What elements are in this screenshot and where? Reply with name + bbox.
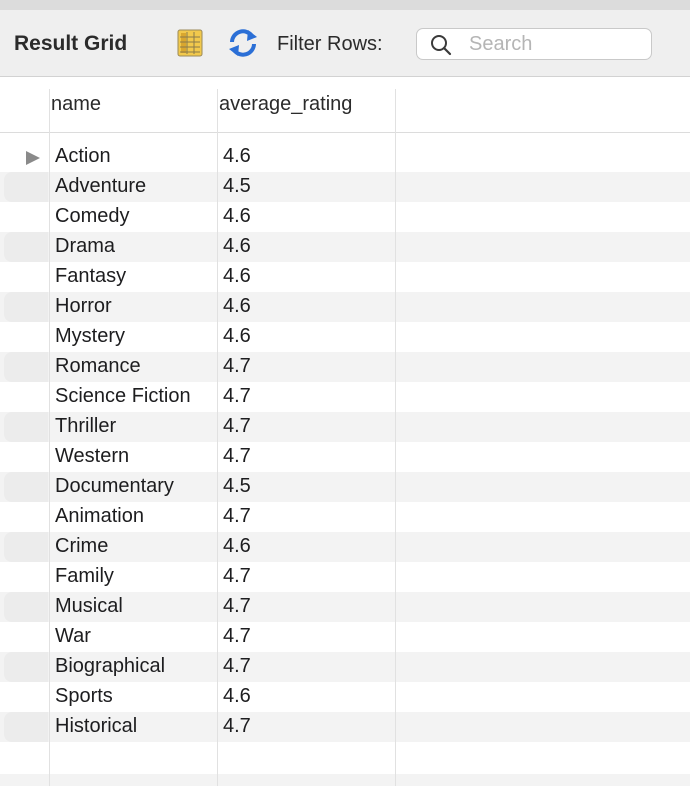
result-grid-title: Result Grid (14, 32, 128, 55)
table-row[interactable]: Fantasy 4.6 (0, 262, 690, 292)
cell-average-rating[interactable]: 4.6 (223, 265, 251, 287)
row-selector[interactable] (4, 532, 48, 562)
cell-name[interactable]: Documentary (55, 475, 174, 497)
search-input[interactable] (469, 32, 645, 56)
row-selector[interactable] (4, 262, 48, 292)
column-divider[interactable] (395, 89, 396, 786)
table-row[interactable]: Crime 4.6 (0, 532, 690, 562)
cell-name[interactable]: Western (55, 445, 130, 467)
column-divider[interactable] (49, 89, 50, 786)
table-row[interactable]: Action 4.6 (0, 142, 690, 172)
row-selector[interactable] (4, 382, 48, 412)
cell-name[interactable]: Adventure (55, 175, 147, 197)
cell-name[interactable]: Crime (55, 535, 109, 557)
window-top-edge (0, 0, 690, 10)
cell-name[interactable]: Drama (55, 235, 116, 257)
cell-average-rating[interactable]: 4.6 (223, 685, 251, 707)
table-row[interactable]: Historical 4.7 (0, 712, 690, 742)
cell-name[interactable]: Family (55, 565, 114, 587)
cell-name[interactable]: Mystery (55, 325, 125, 347)
cell-average-rating[interactable]: 4.6 (223, 295, 251, 317)
column-header-average-rating[interactable]: average_rating (219, 93, 353, 115)
row-selector[interactable] (4, 412, 48, 442)
result-grid: name average_rating Action 4.6 Adventure 4.… (0, 77, 690, 786)
row-selector[interactable] (4, 592, 48, 622)
cell-name[interactable]: Fantasy (55, 265, 127, 287)
table-row[interactable]: Western 4.7 (0, 442, 690, 472)
table-row[interactable]: Romance 4.7 (0, 352, 690, 382)
cell-average-rating[interactable]: 4.7 (223, 655, 251, 677)
result-grid-toolbar: Result Grid Filter Rows: (0, 10, 690, 77)
table-row[interactable]: Comedy 4.6 (0, 202, 690, 232)
cell-average-rating[interactable]: 4.5 (223, 175, 251, 197)
cell-name[interactable]: Sports (55, 685, 113, 707)
cell-average-rating[interactable]: 4.5 (223, 475, 251, 497)
row-selector[interactable] (4, 292, 48, 322)
table-row[interactable]: Musical 4.7 (0, 592, 690, 622)
table-row[interactable]: Science Fiction 4.7 (0, 382, 690, 412)
table-row[interactable]: Biographical 4.7 (0, 652, 690, 682)
cell-average-rating[interactable]: 4.6 (223, 235, 251, 257)
cell-name[interactable]: Action (55, 145, 111, 167)
row-selector[interactable] (4, 232, 48, 262)
cell-name[interactable]: Science Fiction (55, 385, 191, 407)
column-header-row: name average_rating (0, 77, 690, 133)
cell-name[interactable]: Biographical (55, 655, 166, 677)
row-selector[interactable] (4, 472, 48, 502)
table-row[interactable]: Thriller 4.7 (0, 412, 690, 442)
row-selector[interactable] (4, 562, 48, 592)
cell-average-rating[interactable]: 4.7 (223, 385, 251, 407)
row-selector[interactable] (4, 712, 48, 742)
cell-name[interactable]: War (55, 625, 91, 647)
row-selector[interactable] (4, 322, 48, 352)
cell-average-rating[interactable]: 4.7 (223, 595, 251, 617)
column-header-name[interactable]: name (51, 93, 102, 115)
grid-toggle-icon[interactable] (177, 29, 203, 57)
cell-name[interactable]: Romance (55, 355, 141, 377)
row-selector[interactable] (4, 352, 48, 382)
cell-average-rating[interactable]: 4.6 (223, 535, 251, 557)
row-selector[interactable] (4, 502, 48, 532)
row-selector[interactable] (4, 682, 48, 712)
cell-average-rating[interactable]: 4.7 (223, 715, 251, 737)
cell-average-rating[interactable]: 4.6 (223, 205, 251, 227)
cell-average-rating[interactable]: 4.7 (223, 445, 251, 467)
filter-rows-label: Filter Rows: (277, 33, 383, 55)
cell-name[interactable]: Thriller (55, 415, 117, 437)
row-selector[interactable] (4, 172, 48, 202)
table-row[interactable]: Horror 4.6 (0, 292, 690, 322)
search-box[interactable] (416, 28, 652, 60)
cell-average-rating[interactable]: 4.6 (223, 145, 251, 167)
table-row[interactable]: Animation 4.7 (0, 502, 690, 532)
current-row-marker-icon (26, 151, 40, 165)
cell-average-rating[interactable]: 4.7 (223, 565, 251, 587)
row-selector[interactable] (4, 652, 48, 682)
cell-average-rating[interactable]: 4.7 (223, 505, 251, 527)
table-row[interactable]: Documentary 4.5 (0, 472, 690, 502)
refresh-icon[interactable] (226, 28, 260, 58)
cell-name[interactable]: Animation (55, 505, 144, 527)
table-row[interactable]: Mystery 4.6 (0, 322, 690, 352)
cell-name[interactable]: Historical (55, 715, 138, 737)
cell-average-rating[interactable]: 4.7 (223, 415, 251, 437)
row-selector[interactable] (4, 622, 48, 652)
table-row[interactable]: Family 4.7 (0, 562, 690, 592)
row-selector[interactable] (4, 442, 48, 472)
table-row[interactable]: War 4.7 (0, 622, 690, 652)
row-selector[interactable] (4, 202, 48, 232)
search-icon (431, 35, 452, 56)
cell-average-rating[interactable]: 4.7 (223, 355, 251, 377)
cell-name[interactable]: Comedy (55, 205, 130, 227)
grid-empty-row (0, 774, 690, 786)
table-row[interactable]: Adventure 4.5 (0, 172, 690, 202)
cell-name[interactable]: Musical (55, 595, 123, 617)
column-divider[interactable] (217, 89, 218, 786)
cell-name[interactable]: Horror (55, 295, 112, 317)
cell-average-rating[interactable]: 4.7 (223, 625, 251, 647)
table-row[interactable]: Drama 4.6 (0, 232, 690, 262)
cell-average-rating[interactable]: 4.6 (223, 325, 251, 347)
table-row[interactable]: Sports 4.6 (0, 682, 690, 712)
